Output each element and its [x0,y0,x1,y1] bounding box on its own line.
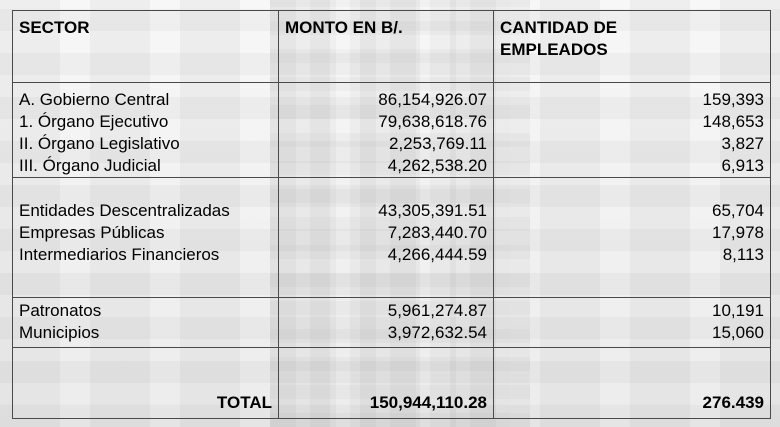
sector-cell: A. Gobierno Central 1. Órgano Ejecutivo … [12,82,279,178]
monto-cell: 86,154,926.07 79,638,618.76 2,253,769.11… [278,82,494,178]
empleados-value: 10,191 [712,301,764,320]
monto-value: 3,972,632.54 [387,323,487,342]
budget-table: SECTOR MONTO EN B/. CANTIDAD DE EMPLEADO… [12,10,771,419]
header-monto: MONTO EN B/. [278,10,494,83]
monto-cell: 5,961,274.87 3,972,632.54 [278,297,494,348]
sector-label: Intermediarios Financieros [19,245,220,264]
monto-value: 2,253,769.11 [389,134,487,153]
sector-label: Patronatos [19,301,102,320]
total-label: TOTAL [12,347,279,419]
sector-label: III. Órgano Judicial [19,156,161,175]
monto-value: 5,961,274.87 [387,301,487,320]
total-empleados: 276.439 [493,347,771,419]
sector-cell: Patronatos Municipios [12,297,279,348]
empleados-value: 148,653 [702,112,764,131]
monto-cell: 43,305,391.51 7,283,440.70 4,266,444.59 [278,177,494,298]
monto-value: 43,305,391.51 [378,201,487,220]
total-monto: 150,944,110.28 [278,347,494,419]
monto-value: 4,266,444.59 [387,245,487,264]
monto-value: 7,283,440.70 [387,223,487,242]
sector-label: A. Gobierno Central [19,90,170,109]
empleados-cell: 159,393 148,653 3,827 6,913 [493,82,771,178]
sector-label: 1. Órgano Ejecutivo [19,112,169,131]
empleados-value: 17,978 [712,223,764,242]
sector-label: Entidades Descentralizadas [19,201,230,220]
monto-value: 86,154,926.07 [378,90,487,109]
table-row-group: Entidades Descentralizadas Empresas Públ… [12,177,771,298]
sector-label: II. Órgano Legislativo [19,134,180,153]
sector-label: Municipios [19,323,100,342]
empleados-value: 8,113 [722,245,764,264]
header-cantidad-empleados: CANTIDAD DE EMPLEADOS [493,10,771,83]
empleados-value: 3,827 [721,134,764,153]
empleados-value: 15,060 [712,323,764,342]
empleados-cell: 65,704 17,978 8,113 [493,177,771,298]
total-row: TOTAL 150,944,110.28 276.439 [12,347,771,419]
table-header-row: SECTOR MONTO EN B/. CANTIDAD DE EMPLEADO… [12,10,771,83]
empleados-value: 159,393 [702,90,764,109]
empleados-cell: 10,191 15,060 [493,297,771,348]
sector-cell: Entidades Descentralizadas Empresas Públ… [12,177,279,298]
sector-label: Empresas Públicas [19,223,165,242]
table-row-group: A. Gobierno Central 1. Órgano Ejecutivo … [12,82,771,178]
empleados-value: 65,704 [712,201,764,220]
monto-value: 79,638,618.76 [378,112,487,131]
empleados-value: 6,913 [721,156,764,175]
table-row-group: Patronatos Municipios 5,961,274.87 3,972… [12,297,771,348]
monto-value: 4,262,538.20 [387,156,487,175]
header-sector: SECTOR [12,10,279,83]
